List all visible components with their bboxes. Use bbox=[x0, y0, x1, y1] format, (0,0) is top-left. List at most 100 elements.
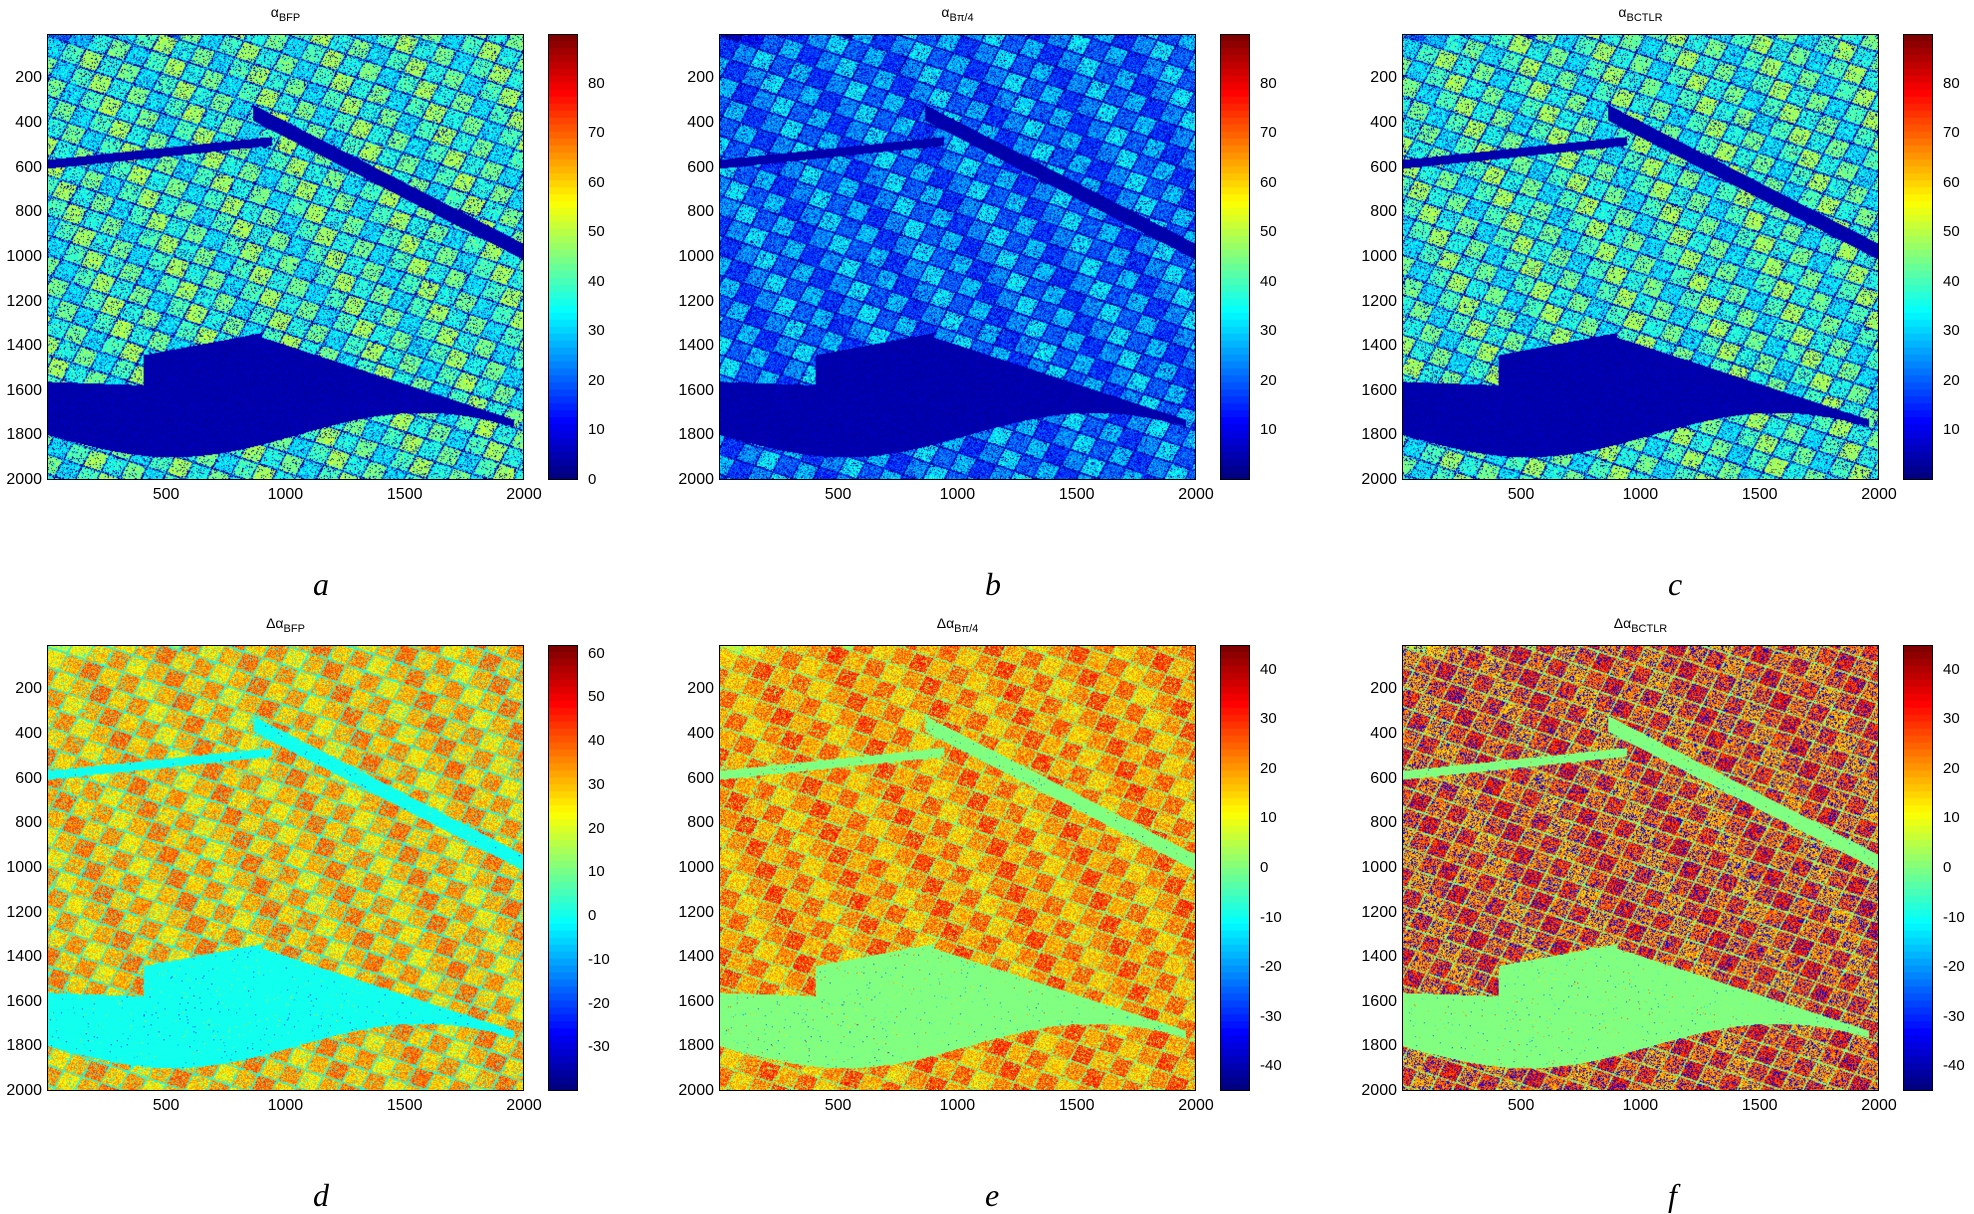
colorbar-step bbox=[1220, 645, 1250, 653]
colorbar-step bbox=[1220, 243, 1250, 251]
panel-title-subscript: Bπ/4 bbox=[954, 623, 979, 635]
colorbar-step bbox=[1220, 194, 1250, 202]
colorbar-step bbox=[1903, 284, 1933, 293]
colorbar-step bbox=[548, 166, 578, 174]
colorbar-step bbox=[1220, 1028, 1250, 1036]
colorbar-step bbox=[1903, 319, 1933, 328]
colorbar-step bbox=[548, 368, 578, 377]
colorbar-tick-label: 60 bbox=[588, 173, 605, 191]
colorbar-step bbox=[1220, 375, 1250, 384]
colorbar-step bbox=[1903, 1035, 1933, 1043]
panel-title-main: α bbox=[1618, 4, 1627, 20]
colorbar-step bbox=[1220, 651, 1250, 660]
colorbar-step bbox=[548, 742, 578, 751]
y-tick-label: 1400 bbox=[678, 948, 714, 966]
colorbar-step bbox=[1903, 417, 1933, 425]
colorbar-step bbox=[548, 375, 578, 384]
colorbar-tick-label: 30 bbox=[1943, 322, 1960, 340]
colorbar-step bbox=[548, 881, 578, 890]
colorbar-step bbox=[1903, 410, 1933, 418]
colorbar-step bbox=[1220, 965, 1250, 974]
colorbar-step bbox=[1220, 284, 1250, 293]
colorbar-step bbox=[1903, 854, 1933, 862]
colorbar-step bbox=[1220, 742, 1250, 751]
colorbar-step bbox=[1903, 54, 1933, 63]
colorbar-step bbox=[1220, 382, 1250, 391]
colorbar-step bbox=[1903, 103, 1933, 112]
y-tick-label: 1000 bbox=[6, 247, 42, 265]
colorbar-tick-label: 80 bbox=[588, 74, 605, 92]
colorbar-step bbox=[1220, 833, 1250, 841]
y-tick-label: 200 bbox=[1370, 69, 1397, 87]
colorbar-step bbox=[1903, 208, 1933, 216]
colorbar-step bbox=[548, 784, 578, 792]
colorbar-tick-label: 60 bbox=[1943, 173, 1960, 191]
y-tick-label: 400 bbox=[687, 725, 714, 743]
heatmap-image bbox=[719, 34, 1196, 480]
colorbar-step bbox=[1220, 749, 1250, 758]
colorbar-step bbox=[1903, 651, 1933, 660]
colorbar-step bbox=[1903, 438, 1933, 446]
y-tick-label: 600 bbox=[687, 769, 714, 787]
colorbar-step bbox=[1220, 1007, 1250, 1015]
colorbar-step bbox=[1903, 909, 1933, 918]
y-tick-label: 1800 bbox=[6, 1037, 42, 1055]
colorbar: 80 70 60 50 40 30 20 10 0 bbox=[548, 34, 605, 488]
x-tick-label: 2000 bbox=[506, 1097, 542, 1114]
colorbar-step bbox=[1903, 368, 1933, 377]
colorbar-step bbox=[1220, 902, 1250, 911]
colorbar-tick-label: 70 bbox=[1943, 124, 1960, 142]
y-tick-label: 1800 bbox=[1361, 426, 1397, 444]
y-tick-label: 1600 bbox=[1361, 381, 1397, 399]
colorbar-step bbox=[548, 700, 578, 709]
colorbar-step bbox=[1903, 270, 1933, 279]
colorbar-step bbox=[548, 159, 578, 168]
colorbar-step bbox=[1903, 124, 1933, 133]
colorbar-step bbox=[1220, 403, 1250, 411]
colorbar-step bbox=[1903, 679, 1933, 688]
colorbar-step bbox=[1220, 110, 1250, 119]
colorbar-step bbox=[548, 340, 578, 349]
heatmap-canvas bbox=[720, 35, 1195, 479]
colorbar-step bbox=[548, 868, 578, 876]
heatmap-image bbox=[1402, 34, 1879, 480]
colorbar-tick-label: 20 bbox=[588, 819, 605, 837]
colorbar-step bbox=[548, 445, 578, 453]
colorbar: 40 30 20 10 0 -10 -20 -30 -40 bbox=[1903, 645, 1965, 1091]
y-tick-label: 400 bbox=[15, 114, 42, 132]
colorbar-tick-label: 30 bbox=[1260, 710, 1277, 728]
colorbar-step bbox=[1903, 201, 1933, 209]
colorbar-step bbox=[1903, 145, 1933, 154]
colorbar-step bbox=[548, 250, 578, 258]
colorbar-step bbox=[1220, 305, 1250, 314]
colorbar-step bbox=[1903, 819, 1933, 827]
colorbar-step bbox=[548, 805, 578, 813]
colorbar-step bbox=[1903, 972, 1933, 981]
panel-title-main: Δα bbox=[936, 615, 955, 631]
colorbar-step bbox=[1903, 763, 1933, 772]
colorbar-step bbox=[1903, 131, 1933, 140]
colorbar-step bbox=[548, 861, 578, 869]
colorbar-step bbox=[548, 728, 578, 737]
colorbar-step bbox=[1220, 291, 1250, 300]
panel-b: αBπ/4 200 400 600 800 1000 1200 1400 1600 1800 200… bbox=[672, 0, 1312, 602]
colorbar-step bbox=[1220, 909, 1250, 918]
panel-letter: c bbox=[1668, 566, 1683, 602]
panel-title: ΔαBπ/4 bbox=[719, 615, 1196, 635]
colorbar-step bbox=[548, 284, 578, 293]
colorbar-step bbox=[1220, 75, 1250, 84]
colorbar-step bbox=[1903, 117, 1933, 126]
colorbar-step bbox=[1903, 693, 1933, 702]
panel-letter: e bbox=[985, 1177, 1000, 1213]
colorbar-step bbox=[548, 354, 578, 363]
colorbar-step bbox=[548, 1028, 578, 1036]
colorbar-step bbox=[1220, 180, 1250, 188]
colorbar-step bbox=[1220, 145, 1250, 154]
colorbar-tick-label: 30 bbox=[1260, 322, 1277, 340]
y-tick-label: 1000 bbox=[1361, 247, 1397, 265]
colorbar-step bbox=[1903, 159, 1933, 168]
x-tick-label: 1000 bbox=[939, 486, 976, 503]
panel-title: ΔαBCTLR bbox=[1402, 615, 1879, 635]
colorbar-step bbox=[1903, 916, 1933, 925]
